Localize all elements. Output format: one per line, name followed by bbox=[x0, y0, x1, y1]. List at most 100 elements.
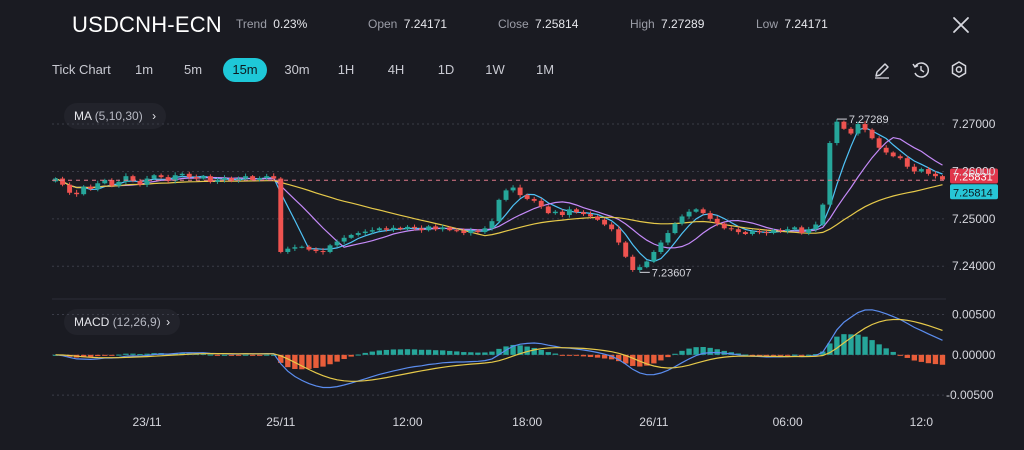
candle-body bbox=[440, 227, 446, 230]
macd-histogram-bar bbox=[672, 353, 678, 355]
tab-1m[interactable]: 1m bbox=[134, 62, 154, 77]
candle-body bbox=[932, 173, 938, 177]
tab-1d[interactable]: 1D bbox=[437, 62, 455, 77]
clock-rotate-icon[interactable] bbox=[910, 59, 932, 81]
candle-body bbox=[742, 232, 748, 234]
gear-icon[interactable] bbox=[948, 59, 970, 81]
candle-body bbox=[764, 232, 769, 234]
macd-histogram-bar bbox=[264, 354, 270, 356]
macd-tick-label: -0.00500 bbox=[946, 388, 994, 402]
candle-body bbox=[137, 180, 143, 185]
candle-body bbox=[700, 209, 706, 214]
candle-body bbox=[517, 187, 523, 196]
ma-indicator-pill[interactable]: MA (5,10,30) › bbox=[64, 103, 167, 129]
candle-body bbox=[897, 156, 903, 159]
tab-1w[interactable]: 1W bbox=[485, 62, 505, 77]
candle-body bbox=[602, 219, 608, 225]
close-value: 7.25814 bbox=[535, 17, 579, 31]
macd-histogram-bar bbox=[362, 352, 368, 355]
time-axis-label: 06:00 bbox=[773, 415, 803, 429]
macd-histogram-bar bbox=[855, 334, 861, 355]
signal-line bbox=[55, 318, 943, 382]
open-value: 7.24171 bbox=[403, 17, 448, 31]
macd-histogram-bar bbox=[932, 354, 939, 365]
candle-body bbox=[88, 186, 94, 189]
pencil-icon[interactable] bbox=[871, 59, 893, 81]
tab-4h[interactable]: 4H bbox=[387, 62, 405, 77]
macd-histogram-bar bbox=[341, 354, 347, 360]
macd-histogram-bar bbox=[355, 354, 361, 356]
macd-histogram-bar bbox=[813, 354, 819, 356]
macd-line bbox=[55, 309, 943, 389]
candle-body bbox=[714, 218, 720, 224]
tab-tick-chart[interactable]: Tick Chart bbox=[52, 62, 111, 77]
macd-histogram-bar bbox=[728, 352, 734, 355]
price-label-red bbox=[950, 168, 998, 184]
candle-body bbox=[918, 169, 924, 172]
candle-body bbox=[454, 230, 460, 232]
candle-body bbox=[841, 121, 847, 129]
macd-histogram-bar bbox=[890, 351, 896, 355]
macd-histogram-bar bbox=[651, 354, 657, 364]
macd-panel bbox=[52, 309, 946, 389]
macd-histogram-bar bbox=[918, 354, 925, 362]
candle-body bbox=[193, 177, 199, 179]
macd-histogram-bar bbox=[841, 334, 847, 355]
macd-histogram-bar bbox=[397, 349, 404, 355]
macd-histogram-bar bbox=[777, 354, 784, 356]
tab-15m[interactable]: 15m bbox=[223, 58, 267, 82]
tab-1h[interactable]: 1H bbox=[337, 62, 355, 77]
candle-body bbox=[595, 216, 601, 220]
trend-label: Trend bbox=[236, 17, 267, 31]
ma10-line bbox=[55, 136, 943, 249]
open-stat: Open 7.24171 bbox=[368, 17, 447, 31]
macd-histogram-bar bbox=[721, 350, 727, 355]
candle-body bbox=[151, 175, 157, 179]
candle-body bbox=[813, 224, 819, 230]
macd-histogram-bar bbox=[285, 354, 291, 368]
ma5-line bbox=[55, 126, 943, 263]
macd-params: (12,26,9) bbox=[112, 315, 161, 329]
macd-histogram-bar bbox=[130, 353, 136, 355]
macd-histogram-bar bbox=[66, 354, 73, 357]
macd-histogram-bar bbox=[172, 353, 178, 355]
macd-histogram-bar bbox=[531, 347, 537, 355]
candle-body bbox=[95, 183, 101, 189]
macd-histogram-bar bbox=[700, 347, 706, 355]
candle-body bbox=[102, 179, 108, 184]
macd-histogram-bar bbox=[862, 336, 868, 355]
candle-body bbox=[461, 230, 467, 234]
close-stat: Close 7.25814 bbox=[498, 17, 578, 31]
close-icon[interactable] bbox=[950, 14, 972, 36]
candle-body bbox=[405, 226, 410, 230]
candle-body bbox=[412, 226, 417, 229]
chart-grid bbox=[52, 123, 946, 396]
macd-histogram-bar bbox=[292, 354, 298, 369]
macd-histogram-bar bbox=[763, 354, 770, 356]
candle-body bbox=[623, 242, 629, 257]
candle-body bbox=[299, 246, 305, 248]
tab-30m[interactable]: 30m bbox=[284, 62, 310, 77]
tab-5m[interactable]: 5m bbox=[183, 62, 203, 77]
candle-body bbox=[74, 192, 80, 195]
macd-label: MACD bbox=[74, 315, 110, 329]
candle-body bbox=[67, 184, 73, 193]
macd-histogram-bar bbox=[348, 354, 354, 357]
symbol-title: USDCNH-ECN bbox=[72, 12, 222, 37]
macd-histogram-bar bbox=[594, 354, 601, 358]
candle-body bbox=[679, 216, 685, 224]
macd-histogram-bar bbox=[489, 351, 495, 355]
macd-indicator-pill[interactable]: MACD (12,26,9) › bbox=[64, 309, 181, 335]
header-bar: USDCNH-ECN Trend 0.23% Open 7.24171 Clos… bbox=[0, 0, 1024, 48]
tab-1mo[interactable]: 1M bbox=[535, 62, 555, 77]
macd-histogram-bar bbox=[524, 346, 530, 355]
macd-histogram-bar bbox=[186, 353, 192, 355]
close-label: Close bbox=[498, 17, 529, 31]
candle-body bbox=[644, 261, 650, 268]
low-stat: Low 7.24171 bbox=[756, 17, 828, 31]
candle-body bbox=[510, 187, 516, 191]
candle-body bbox=[158, 175, 164, 178]
macd-histogram-bar bbox=[151, 353, 157, 355]
macd-histogram-bar bbox=[587, 354, 594, 357]
candle-body bbox=[693, 209, 699, 212]
